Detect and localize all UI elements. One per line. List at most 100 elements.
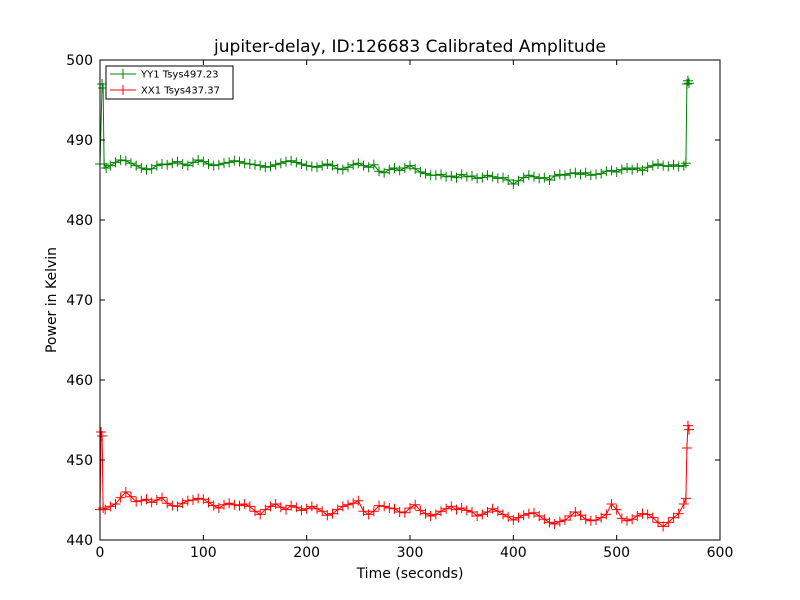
legend-entry: YY1 Tsys497.23: [110, 69, 219, 81]
data-point: [498, 509, 508, 520]
data-point: [637, 508, 648, 519]
data-point: [467, 507, 477, 517]
data-point: [389, 503, 400, 514]
data-point: [157, 492, 167, 503]
data-point: [317, 506, 328, 517]
data-point: [539, 514, 550, 525]
data-point: [322, 510, 333, 521]
x-tick-label: 0: [96, 545, 105, 561]
x-tick-label: 600: [707, 545, 734, 561]
y-tick-label: 440: [66, 533, 93, 549]
data-point: [167, 500, 178, 511]
data-point: [281, 156, 291, 167]
data-point: [472, 511, 483, 521]
data-point: [229, 155, 240, 166]
data-point: [193, 155, 204, 165]
data-point: [275, 502, 286, 513]
data-point: [668, 159, 679, 170]
data-point: [157, 159, 167, 169]
data-point: [101, 163, 112, 173]
data-point: [591, 169, 601, 180]
data-point: [208, 160, 219, 171]
data-point: [503, 511, 514, 522]
data-point: [296, 505, 307, 516]
data-point: [632, 511, 643, 521]
data-point: [337, 501, 348, 512]
chart-title: jupiter-delay, ID:126683 Calibrated Ampl…: [213, 37, 606, 57]
data-point: [384, 164, 395, 175]
data-point: [451, 504, 462, 515]
data-point: [492, 506, 503, 517]
data-point: [616, 513, 627, 524]
data-point: [374, 500, 384, 511]
data-point: [379, 167, 390, 178]
data-point: [637, 165, 648, 176]
data-point: [472, 173, 483, 184]
y-tick-label: 470: [66, 293, 93, 309]
axis-ticks: 0 100 200 300 400 500 600 440 450 460 470 480 490 500: [66, 53, 733, 561]
data-point: [368, 159, 379, 170]
legend-marker: [118, 69, 128, 79]
data-point: [565, 168, 576, 179]
data-point: [647, 160, 658, 171]
data-point: [363, 509, 374, 520]
data-point: [596, 512, 607, 523]
data-point: [188, 495, 198, 505]
data-point: [255, 509, 266, 520]
data-point: [110, 499, 121, 509]
data-point: [353, 158, 364, 169]
data-point: [384, 503, 395, 513]
data-point: [596, 168, 607, 179]
data-point: [425, 511, 436, 521]
data-point: [120, 487, 131, 497]
data-point: [681, 443, 692, 453]
data-point: [508, 515, 519, 525]
data-point: [585, 170, 596, 181]
data-point: [668, 512, 679, 523]
data-point: [410, 163, 421, 174]
data-point: [682, 75, 693, 86]
data-point: [177, 159, 188, 169]
data-point: [115, 155, 126, 165]
data-point: [343, 499, 353, 510]
data-point: [182, 160, 193, 171]
data-point: [446, 501, 457, 512]
data-point: [436, 169, 446, 180]
data-point: [653, 159, 663, 169]
data-point: [136, 163, 147, 173]
data-point: [560, 170, 570, 181]
data-point: [99, 159, 110, 169]
data-point: [198, 494, 209, 505]
data-point: [684, 78, 694, 89]
data-point: [286, 155, 297, 166]
data-point: [322, 159, 333, 169]
data-point: [136, 495, 147, 506]
data-point: [591, 515, 601, 525]
data-point: [570, 507, 581, 517]
data-point: [368, 506, 379, 517]
x-tick-label: 500: [603, 545, 630, 561]
data-point: [167, 158, 178, 169]
data-point: [627, 164, 638, 175]
data-point: [601, 166, 612, 177]
data-point: [549, 519, 560, 529]
data-point: [627, 514, 638, 525]
data-point: [219, 499, 229, 510]
y-tick-label: 480: [66, 213, 93, 229]
data-point: [301, 160, 312, 171]
data-point: [678, 499, 689, 509]
legend-label: XX1 Tsys437.37: [141, 86, 220, 97]
data-point: [141, 164, 152, 175]
data-point: [213, 159, 224, 170]
data-point: [622, 163, 632, 173]
data-point: [146, 497, 157, 508]
data-point: [601, 509, 612, 520]
data-point: [575, 169, 586, 180]
data-point: [420, 508, 431, 519]
data-point: [348, 498, 359, 509]
data-point: [244, 159, 255, 169]
data-point: [105, 160, 116, 171]
data-point: [518, 172, 529, 183]
data-point: [126, 158, 136, 169]
data-point: [647, 512, 658, 523]
